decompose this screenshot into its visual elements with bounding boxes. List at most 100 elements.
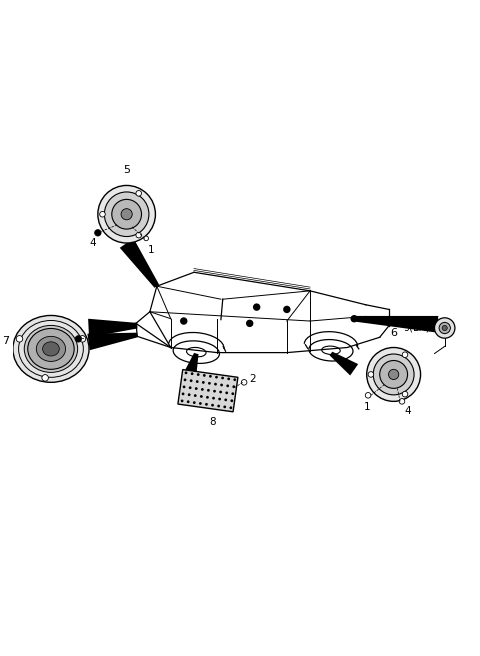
- Circle shape: [368, 372, 373, 377]
- Polygon shape: [354, 316, 438, 333]
- Bar: [178, 369, 238, 412]
- Circle shape: [226, 384, 229, 387]
- Circle shape: [183, 386, 185, 388]
- Circle shape: [180, 400, 183, 402]
- Circle shape: [215, 376, 218, 379]
- Text: 2: 2: [250, 374, 256, 384]
- Circle shape: [365, 392, 371, 398]
- Ellipse shape: [13, 316, 89, 382]
- Ellipse shape: [309, 340, 353, 361]
- Circle shape: [190, 379, 192, 382]
- Circle shape: [434, 318, 455, 338]
- Circle shape: [213, 390, 216, 392]
- Circle shape: [181, 392, 184, 396]
- Circle shape: [180, 318, 188, 325]
- Ellipse shape: [24, 325, 78, 373]
- Circle shape: [220, 384, 223, 386]
- Circle shape: [241, 380, 247, 385]
- Circle shape: [224, 398, 227, 401]
- Circle shape: [229, 406, 232, 409]
- Circle shape: [95, 230, 101, 236]
- Ellipse shape: [28, 329, 74, 369]
- Circle shape: [206, 396, 209, 399]
- Text: 1: 1: [147, 245, 154, 255]
- Circle shape: [191, 373, 193, 375]
- Circle shape: [218, 398, 221, 400]
- Circle shape: [232, 385, 235, 388]
- Circle shape: [402, 392, 408, 397]
- Circle shape: [193, 401, 196, 404]
- Text: 7: 7: [2, 335, 9, 346]
- Text: 6: 6: [390, 328, 397, 338]
- Circle shape: [246, 319, 253, 327]
- Circle shape: [207, 389, 210, 392]
- Circle shape: [208, 382, 211, 384]
- Circle shape: [16, 336, 23, 342]
- Circle shape: [100, 211, 105, 217]
- Circle shape: [439, 322, 450, 334]
- Circle shape: [228, 377, 230, 380]
- Circle shape: [223, 405, 226, 408]
- Polygon shape: [330, 352, 358, 375]
- Circle shape: [199, 402, 202, 405]
- Circle shape: [136, 190, 142, 196]
- Polygon shape: [120, 238, 159, 288]
- Circle shape: [214, 382, 217, 386]
- Circle shape: [399, 399, 405, 404]
- Polygon shape: [88, 319, 137, 337]
- Text: 4: 4: [89, 238, 96, 249]
- Circle shape: [253, 303, 260, 311]
- Circle shape: [373, 354, 414, 395]
- Circle shape: [217, 405, 220, 407]
- Circle shape: [75, 336, 82, 342]
- Circle shape: [188, 394, 191, 396]
- Text: 8: 8: [209, 417, 216, 428]
- Circle shape: [195, 387, 198, 390]
- Circle shape: [200, 395, 203, 398]
- Ellipse shape: [173, 341, 219, 363]
- Circle shape: [185, 371, 187, 374]
- Polygon shape: [87, 333, 138, 350]
- Ellipse shape: [43, 342, 60, 356]
- Ellipse shape: [19, 321, 84, 377]
- Ellipse shape: [36, 337, 66, 361]
- Circle shape: [189, 386, 192, 389]
- Circle shape: [184, 379, 186, 381]
- Ellipse shape: [187, 348, 206, 357]
- Circle shape: [442, 325, 447, 331]
- Text: 3: 3: [87, 332, 93, 342]
- Text: 10(RH): 10(RH): [396, 316, 430, 325]
- Circle shape: [104, 192, 149, 237]
- Text: 1: 1: [364, 402, 371, 412]
- Text: 9(LH): 9(LH): [403, 322, 430, 332]
- Circle shape: [201, 388, 204, 391]
- Text: 5: 5: [123, 165, 130, 175]
- Circle shape: [221, 377, 224, 379]
- Circle shape: [98, 186, 156, 243]
- Circle shape: [209, 375, 212, 378]
- Circle shape: [136, 232, 142, 238]
- Circle shape: [205, 403, 208, 405]
- Circle shape: [388, 369, 399, 380]
- Polygon shape: [183, 353, 199, 379]
- Circle shape: [350, 315, 358, 323]
- Circle shape: [225, 392, 228, 394]
- Circle shape: [212, 397, 215, 400]
- Circle shape: [203, 374, 206, 377]
- Circle shape: [42, 375, 48, 381]
- Circle shape: [144, 236, 148, 241]
- Text: 4: 4: [404, 406, 411, 416]
- Ellipse shape: [322, 346, 340, 354]
- Circle shape: [367, 348, 420, 401]
- Circle shape: [121, 209, 132, 220]
- Circle shape: [194, 394, 197, 397]
- Circle shape: [211, 404, 214, 407]
- Circle shape: [283, 306, 290, 313]
- Circle shape: [380, 361, 408, 388]
- Circle shape: [231, 392, 234, 395]
- Circle shape: [79, 336, 86, 342]
- Circle shape: [202, 381, 204, 384]
- Circle shape: [230, 400, 233, 402]
- Circle shape: [233, 379, 236, 381]
- Circle shape: [187, 400, 190, 403]
